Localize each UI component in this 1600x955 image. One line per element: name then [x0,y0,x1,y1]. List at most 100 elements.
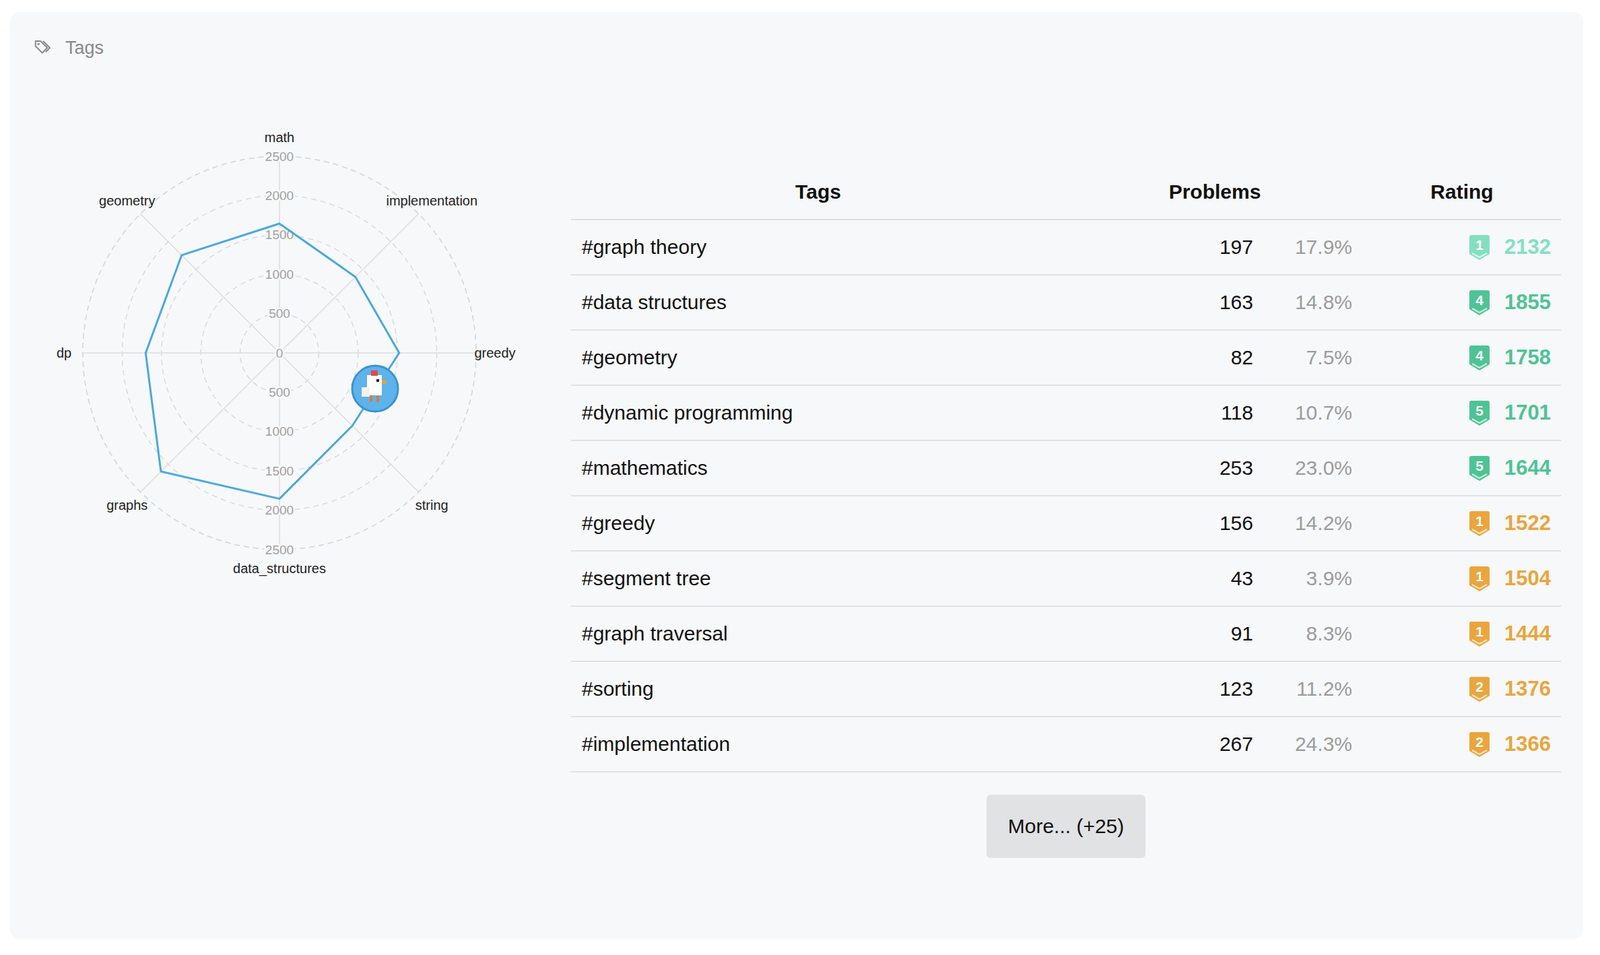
tier-text: 5 [1475,457,1484,474]
tier-text: 2 [1475,734,1484,750]
tag-name: #data structures [581,290,727,315]
problem-percent: 24.3% [1217,731,1353,757]
row-rule [571,660,1561,662]
row-rule [571,494,1561,497]
tag-rating: 1644 [1416,455,1551,481]
tier-badge: 5 [1468,400,1491,427]
problem-percent: 17.9% [1217,235,1353,260]
row-rule [571,605,1561,607]
column-header: Tags [683,179,953,205]
tag-name: #greedy [581,511,655,536]
tier-badge: 1 [1468,620,1491,648]
tier-badge: 4 [1468,344,1491,372]
category-label: graphs [106,497,148,513]
tick-label: 0 [276,346,284,361]
tag-name: #sorting [581,676,654,702]
row-rule [571,274,1561,276]
tag-rating: 1522 [1416,511,1551,536]
tick-label: 2000 [265,503,294,518]
problem-percent: 10.7% [1217,400,1353,425]
tick-label: 1000 [265,267,294,282]
spoke [140,214,280,353]
row-rule [571,329,1561,331]
tier-text: 1 [1475,237,1484,253]
row-rule [571,384,1561,386]
tag-name: #implementation [581,731,730,757]
problem-percent: 14.2% [1217,511,1353,536]
tag-rating: 1376 [1416,676,1551,702]
tag-rating: 1701 [1416,400,1551,425]
problem-percent: 11.2% [1217,676,1353,702]
problem-count: 163 [1118,290,1254,315]
tag-rating: 1444 [1416,621,1551,646]
spoke [279,352,419,492]
tier-badge: 2 [1468,731,1491,759]
tag-icon [32,37,54,58]
grid-ring [82,156,477,550]
problem-count: 118 [1118,400,1254,425]
tier-badge: 1 [1468,565,1491,593]
tier-text: 4 [1475,347,1484,363]
tag-name: #segment tree [581,566,712,591]
tier-text: 5 [1475,402,1484,419]
tick-label: 500 [268,306,291,321]
category-label: implementation [385,193,478,209]
radar-chart: 050050010001000150015002000200025002500m… [0,0,1600,955]
tier-badge: 5 [1468,455,1491,483]
category-label: math [264,129,295,145]
problem-count: 156 [1118,511,1254,536]
category-label: string [415,497,449,513]
tier-badge: 4 [1468,289,1491,317]
tag-name: #geometry [581,345,678,370]
row-rule [571,439,1561,442]
tier-badge: 1 [1468,510,1491,538]
problem-percent: 8.3% [1217,621,1353,646]
grid [82,156,477,550]
category-labels: math implementation greedy string data_struc… [56,129,516,577]
problem-percent: 7.5% [1217,345,1353,370]
problem-count: 82 [1118,345,1254,370]
tick-label: 1500 [265,463,294,479]
spoke [278,156,281,353]
tier-text: 1 [1475,568,1484,584]
spoke [279,214,419,353]
category-label: greedy [474,345,516,361]
tick-label: 2000 [265,188,294,203]
problem-count: 197 [1118,235,1254,260]
category-label: data_structures [232,560,326,577]
row-rule [571,771,1561,773]
spoke [279,352,477,354]
tier-text: 2 [1475,678,1484,695]
title: Tags [65,37,104,59]
row-rule [571,715,1561,718]
problem-percent: 3.9% [1217,566,1353,591]
range-ring [82,156,477,550]
radar-line [145,223,399,499]
problem-count: 253 [1118,455,1254,481]
tick-label: 500 [268,385,291,400]
tick-label: 2500 [265,542,294,557]
problem-count: 91 [1118,621,1254,646]
problem-count: 123 [1118,676,1254,702]
tag-name: #graph traversal [581,621,728,646]
tier-badge: 2 [1468,676,1491,704]
avatar [352,365,398,412]
tag-name: #graph theory [581,235,707,260]
tag-rating: 1366 [1416,731,1551,757]
tier-text: 1 [1475,513,1484,529]
problem-percent: 23.0% [1217,455,1353,481]
tag-name: #dynamic programming [581,400,793,425]
spoke [82,352,280,354]
category-label: dp [56,345,72,361]
problem-count: 43 [1118,566,1254,591]
tag-rating: 1758 [1416,345,1551,370]
spoke [278,352,281,550]
tag-rating: 1855 [1416,290,1551,315]
more-button[interactable]: More... (+25) [986,794,1146,858]
data [145,223,399,499]
tag-name: #mathematics [581,455,708,481]
column-header: Problems [1080,179,1350,205]
tier-text: 4 [1475,292,1484,308]
tick-label: 2500 [265,149,294,164]
tag-rating: 1504 [1416,566,1551,591]
